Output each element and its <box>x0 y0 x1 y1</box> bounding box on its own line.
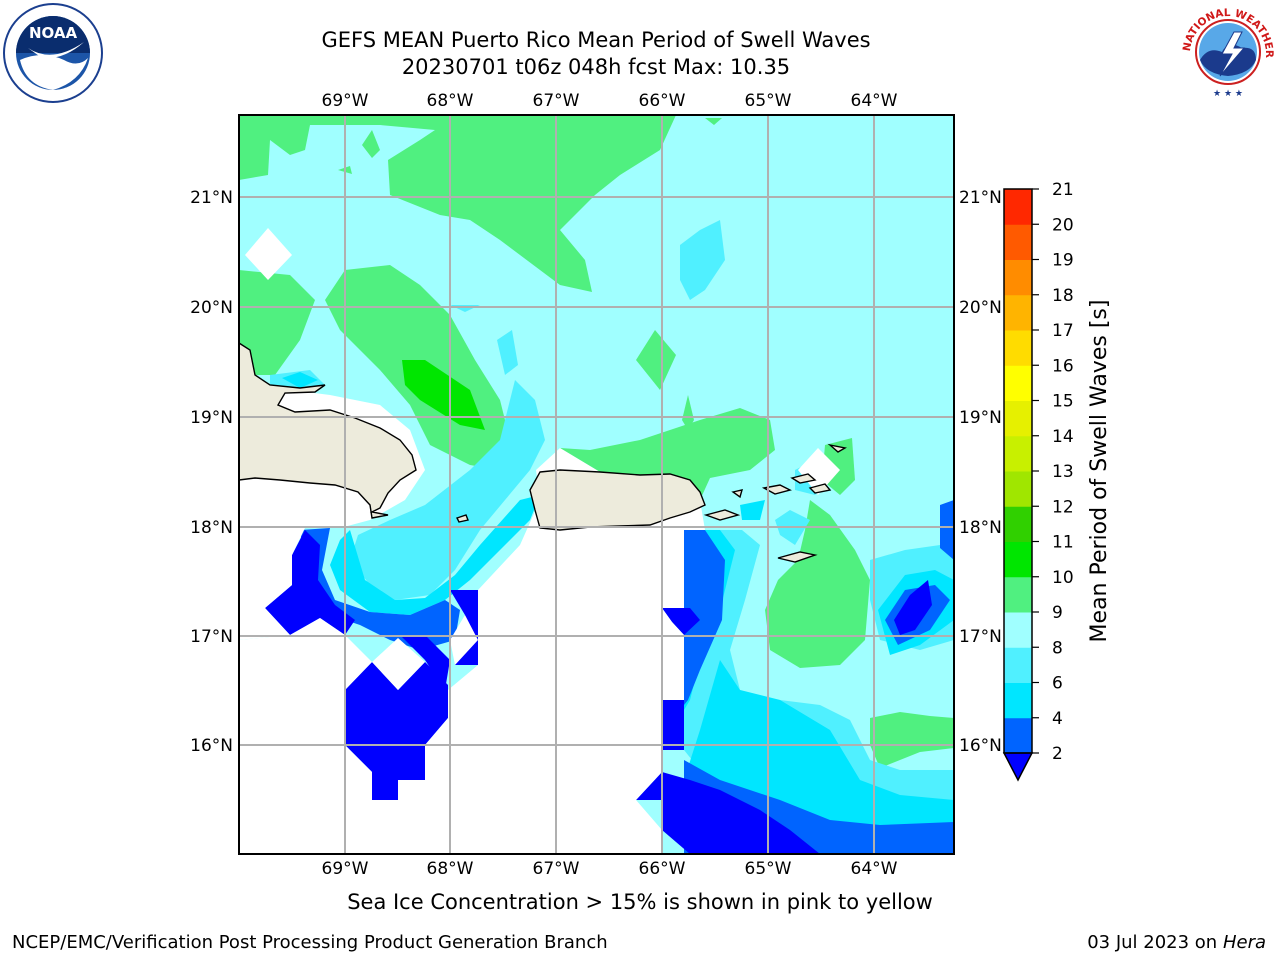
lon-label: 68°W <box>427 859 474 879</box>
footer-machine: Hera <box>1222 932 1266 953</box>
lon-label: 69°W <box>322 859 369 879</box>
colorbar-tick-label: 12 <box>1052 497 1074 517</box>
colorbar-band <box>1004 259 1032 296</box>
lat-label: 20°N <box>190 298 233 318</box>
footer-date: 03 Jul 2023 on Hera <box>1087 932 1266 953</box>
colorbar-tick-label: 11 <box>1052 533 1074 553</box>
colorbar-tick-label: 6 <box>1052 674 1063 694</box>
lat-label: 17°N <box>959 627 1002 647</box>
lat-label: 19°N <box>190 408 233 428</box>
colorbar-tick-label: 14 <box>1052 427 1074 447</box>
lat-label: 17°N <box>190 627 233 647</box>
nws-logo: NATIONAL WEATHER SERVICE ★ ★ ★ <box>1178 2 1276 100</box>
swell-9-10-contours <box>239 115 954 768</box>
colorbar-band <box>1004 189 1032 225</box>
lat-label: 21°N <box>959 188 1002 208</box>
colorbar-band <box>1004 330 1032 366</box>
lon-label: 67°W <box>533 859 580 879</box>
colorbar-tick-label: 21 <box>1052 180 1074 200</box>
colorbar-tick-label: 19 <box>1052 251 1074 271</box>
colorbar-tick-label: 4 <box>1052 709 1063 729</box>
colorbar-tick-label: 8 <box>1052 638 1063 658</box>
colorbar-tick-label: 2 <box>1052 744 1063 764</box>
lon-label: 66°W <box>639 859 686 879</box>
colorbar-band <box>1004 435 1032 472</box>
colorbar-band <box>1004 541 1032 578</box>
map-gridlines <box>239 115 954 854</box>
lon-label: 65°W <box>745 859 792 879</box>
swell-period-field <box>239 115 954 854</box>
colorbar-band <box>1004 506 1032 542</box>
colorbar-band <box>1004 400 1032 437</box>
lon-label: 69°W <box>322 91 369 111</box>
colorbar-band <box>1004 647 1032 683</box>
colorbar-band <box>1004 365 1032 401</box>
colorbar-tick-label: 13 <box>1052 462 1074 482</box>
colorbar-tick-label: 16 <box>1052 356 1074 376</box>
lon-labels-bottom: 69°W 68°W 67°W 66°W 65°W 64°W <box>322 859 898 879</box>
colorbar-tick-label: 17 <box>1052 321 1074 341</box>
colorbar-tick-label: 20 <box>1052 215 1074 235</box>
colorbar-band <box>1004 717 1032 754</box>
colorbar-tick-label: 9 <box>1052 603 1063 623</box>
colorbar-tick-label: 15 <box>1052 392 1074 412</box>
colorbar-tick-label: 18 <box>1052 286 1074 306</box>
map-subtitle: 20230701 t06z 048h fcst Max: 10.35 <box>401 55 791 79</box>
colorbar-under-arrow <box>1002 752 1034 782</box>
lat-label: 20°N <box>959 298 1002 318</box>
colorbar-tick-label: 10 <box>1052 568 1074 588</box>
lon-label: 64°W <box>851 91 898 111</box>
footer-credit: NCEP/EMC/Verification Post Processing Pr… <box>12 932 608 953</box>
lon-label: 64°W <box>851 859 898 879</box>
lat-label: 19°N <box>959 408 1002 428</box>
colorbar-ticks: 2 4 6 8 9 10 11 12 13 14 15 16 17 18 19 20 21 <box>1032 180 1074 764</box>
lon-label: 68°W <box>427 91 474 111</box>
lat-label: 18°N <box>190 518 233 538</box>
lat-labels-right: 21°N 20°N 19°N 18°N 17°N 16°N <box>959 188 1002 756</box>
lon-label: 66°W <box>639 91 686 111</box>
lat-label: 18°N <box>959 518 1002 538</box>
colorbar-label: Mean Period of Swell Waves [s] <box>1087 300 1112 643</box>
footer-date-text: 03 Jul 2023 on <box>1087 932 1223 953</box>
lat-label: 21°N <box>190 188 233 208</box>
lon-label: 67°W <box>533 91 580 111</box>
lon-labels-top: 69°W 68°W 67°W 66°W 65°W 64°W <box>322 91 898 111</box>
lat-labels-left: 21°N 20°N 19°N 18°N 17°N 16°N <box>190 188 233 756</box>
colorbar-band <box>1004 576 1032 613</box>
colorbar-band <box>1004 612 1032 648</box>
sea-ice-note: Sea Ice Concentration > 15% is shown in … <box>347 890 933 914</box>
lat-label: 16°N <box>959 736 1002 756</box>
colorbar <box>1004 189 1032 754</box>
hispaniola-island <box>239 342 417 519</box>
colorbar-band <box>1004 294 1032 331</box>
colorbar-band <box>1004 224 1032 260</box>
colorbar-band <box>1004 682 1032 719</box>
noaa-logo: NOAA <box>3 3 103 103</box>
svg-text:★ ★ ★: ★ ★ ★ <box>1213 89 1243 99</box>
map-title: GEFS MEAN Puerto Rico Mean Period of Swe… <box>321 28 871 52</box>
map-frame <box>238 114 955 855</box>
noaa-logo-text: NOAA <box>29 24 78 42</box>
lon-label: 65°W <box>745 91 792 111</box>
colorbar-band <box>1004 471 1032 507</box>
lat-label: 16°N <box>190 736 233 756</box>
